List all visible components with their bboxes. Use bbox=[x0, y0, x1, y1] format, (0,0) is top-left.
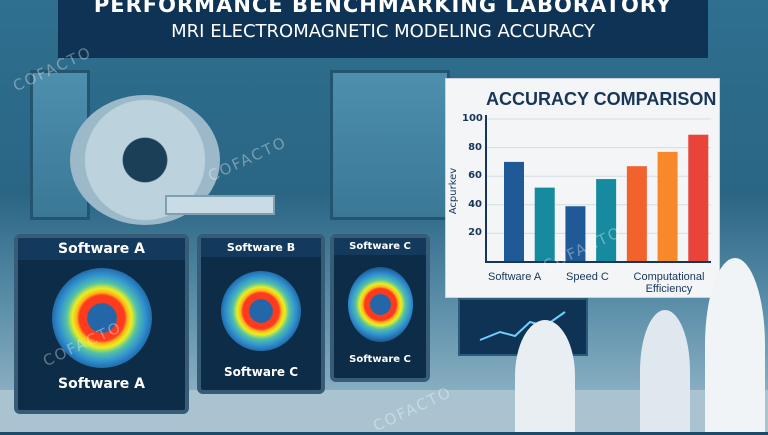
monitor-1: Software A Software A bbox=[14, 234, 189, 414]
bar bbox=[626, 166, 647, 262]
y-tick-label: 20 bbox=[468, 227, 482, 239]
y-tick-label: 80 bbox=[468, 141, 482, 153]
monitor-top-label: Software A bbox=[18, 238, 185, 260]
bar-chart bbox=[485, 115, 711, 263]
monitor-bottom-label: Software A bbox=[58, 376, 145, 392]
monitor-bottom-label: Software C bbox=[223, 365, 299, 379]
y-tick-label: 40 bbox=[468, 198, 482, 210]
person-scientist bbox=[515, 320, 575, 432]
bar bbox=[534, 187, 555, 262]
axes bbox=[485, 115, 711, 263]
bar bbox=[504, 161, 524, 262]
y-axis-label: Acpurkev bbox=[448, 167, 459, 215]
x-tick-label: Software A bbox=[488, 271, 542, 283]
monitor-3: Software C Software C bbox=[330, 234, 430, 382]
bar bbox=[596, 179, 617, 262]
title-banner: PERFORMANCE BENCHMARKING LABORATORY MRI … bbox=[58, 0, 708, 58]
bar bbox=[657, 151, 678, 262]
scanner-table bbox=[165, 195, 275, 215]
monitor-top-label: Software B bbox=[201, 238, 321, 257]
accuracy-chart-panel: ACCURACY COMPARISON Acpurkev Software A … bbox=[445, 78, 720, 298]
monitor-2: Software B Software C bbox=[197, 234, 325, 394]
bar bbox=[565, 206, 586, 262]
x-tick-label: Computational Efficiency bbox=[633, 271, 705, 295]
banner-title: PERFORMANCE BENCHMARKING LABORATORY bbox=[93, 0, 673, 17]
field-simulation-image bbox=[347, 267, 413, 342]
y-tick-label: 60 bbox=[468, 170, 482, 182]
window bbox=[330, 70, 450, 220]
y-tick-label: 100 bbox=[462, 113, 483, 124]
monitor-top-label: Software C bbox=[334, 238, 426, 255]
monitor-bottom-label: Software C bbox=[349, 354, 411, 365]
person-scientist bbox=[640, 310, 690, 432]
chart-title: ACCURACY COMPARISON bbox=[486, 89, 717, 109]
banner-subtitle: MRI ELECTROMAGNETIC MODELING ACCURACY bbox=[171, 21, 595, 42]
field-simulation-image bbox=[221, 271, 301, 351]
bar bbox=[688, 134, 709, 262]
x-tick-label: Speed C bbox=[566, 271, 609, 283]
person-scientist bbox=[705, 258, 765, 432]
field-simulation-image bbox=[51, 268, 152, 368]
